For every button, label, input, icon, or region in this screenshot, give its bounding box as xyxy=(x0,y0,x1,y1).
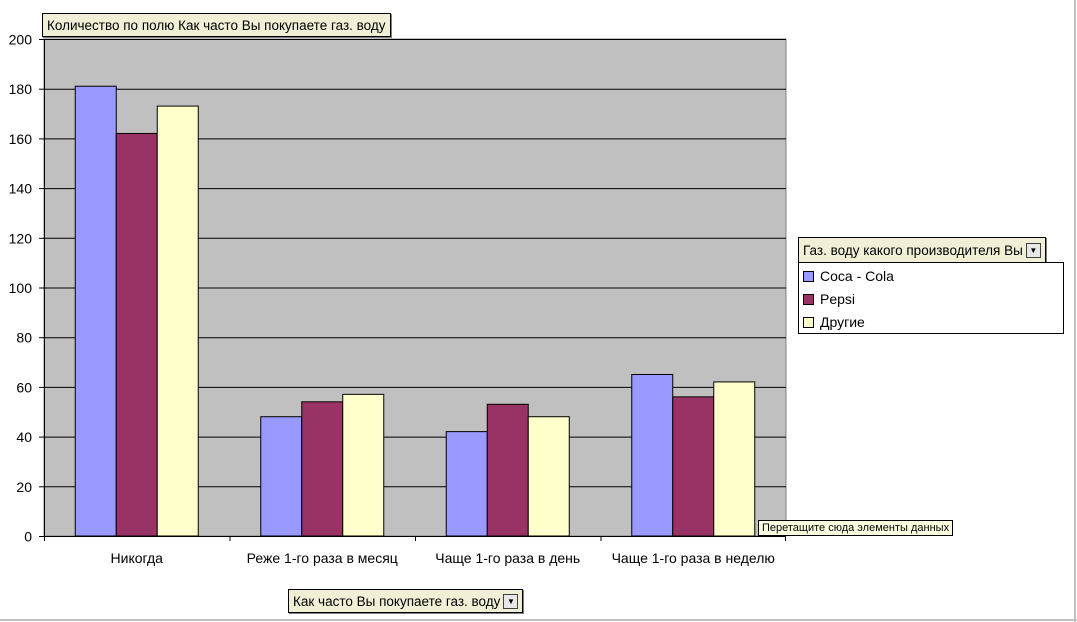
x-tick-label: Чаще 1-го раза в неделю xyxy=(612,550,775,566)
chevron-down-icon[interactable]: ▼ xyxy=(1025,242,1041,258)
legend-item-other: Другие xyxy=(803,314,865,330)
y-tick-label: 0 xyxy=(24,529,32,545)
category-field-label: Как часто Вы покупаете газ. воду xyxy=(293,593,501,609)
bar xyxy=(445,431,488,537)
y-tick-label: 40 xyxy=(16,429,32,445)
bar xyxy=(301,401,344,537)
drop-zone-hint: Перетащите сюда элементы данных xyxy=(758,520,954,536)
legend-label: Pepsi xyxy=(820,291,856,307)
series-field-button[interactable]: Газ. воду какого производителя Вы ▼ xyxy=(798,237,1046,263)
bar xyxy=(260,416,303,537)
bar xyxy=(713,381,756,537)
x-tick-label: Никогда xyxy=(111,550,164,566)
legend-swatch xyxy=(803,270,814,282)
y-tick-label: 100 xyxy=(9,280,33,296)
y-tick-label: 120 xyxy=(9,230,33,246)
x-tick-label: Чаще 1-го раза в день xyxy=(435,550,580,566)
y-tick-label: 180 xyxy=(9,81,33,97)
legend: Coca - Cola Pepsi Другие xyxy=(798,262,1064,334)
bar xyxy=(672,396,715,537)
bar xyxy=(342,393,385,537)
bar xyxy=(486,403,529,537)
bar xyxy=(115,132,158,537)
data-field-label: Количество по полю Как часто Вы покупает… xyxy=(47,17,386,33)
y-tick-label: 140 xyxy=(9,181,33,197)
bar xyxy=(527,416,570,537)
legend-label: Coca - Cola xyxy=(820,268,894,284)
legend-item-coca-cola: Coca - Cola xyxy=(803,268,894,284)
series-field-label: Газ. воду какого производителя Вы xyxy=(803,242,1023,258)
y-tick-label: 20 xyxy=(16,479,32,495)
bar xyxy=(631,373,674,537)
legend-item-pepsi: Pepsi xyxy=(803,291,855,307)
bar xyxy=(156,105,199,537)
y-tick-label: 160 xyxy=(9,131,33,147)
legend-swatch xyxy=(803,293,814,305)
data-field-button[interactable]: Количество по полю Как часто Вы покупает… xyxy=(42,13,391,37)
y-tick-label: 200 xyxy=(9,32,33,48)
y-tick-label: 80 xyxy=(16,330,32,346)
y-tick-label: 60 xyxy=(16,379,32,395)
legend-label: Другие xyxy=(820,314,865,330)
frame-border xyxy=(1074,0,1076,622)
chevron-down-icon[interactable]: ▼ xyxy=(503,593,519,609)
x-tick-label: Реже 1-го раза в месяц xyxy=(247,550,398,566)
category-field-button[interactable]: Как часто Вы покупаете газ. воду ▼ xyxy=(288,589,524,613)
legend-swatch xyxy=(803,316,814,328)
bar xyxy=(74,85,117,537)
frame-border xyxy=(0,619,1077,621)
